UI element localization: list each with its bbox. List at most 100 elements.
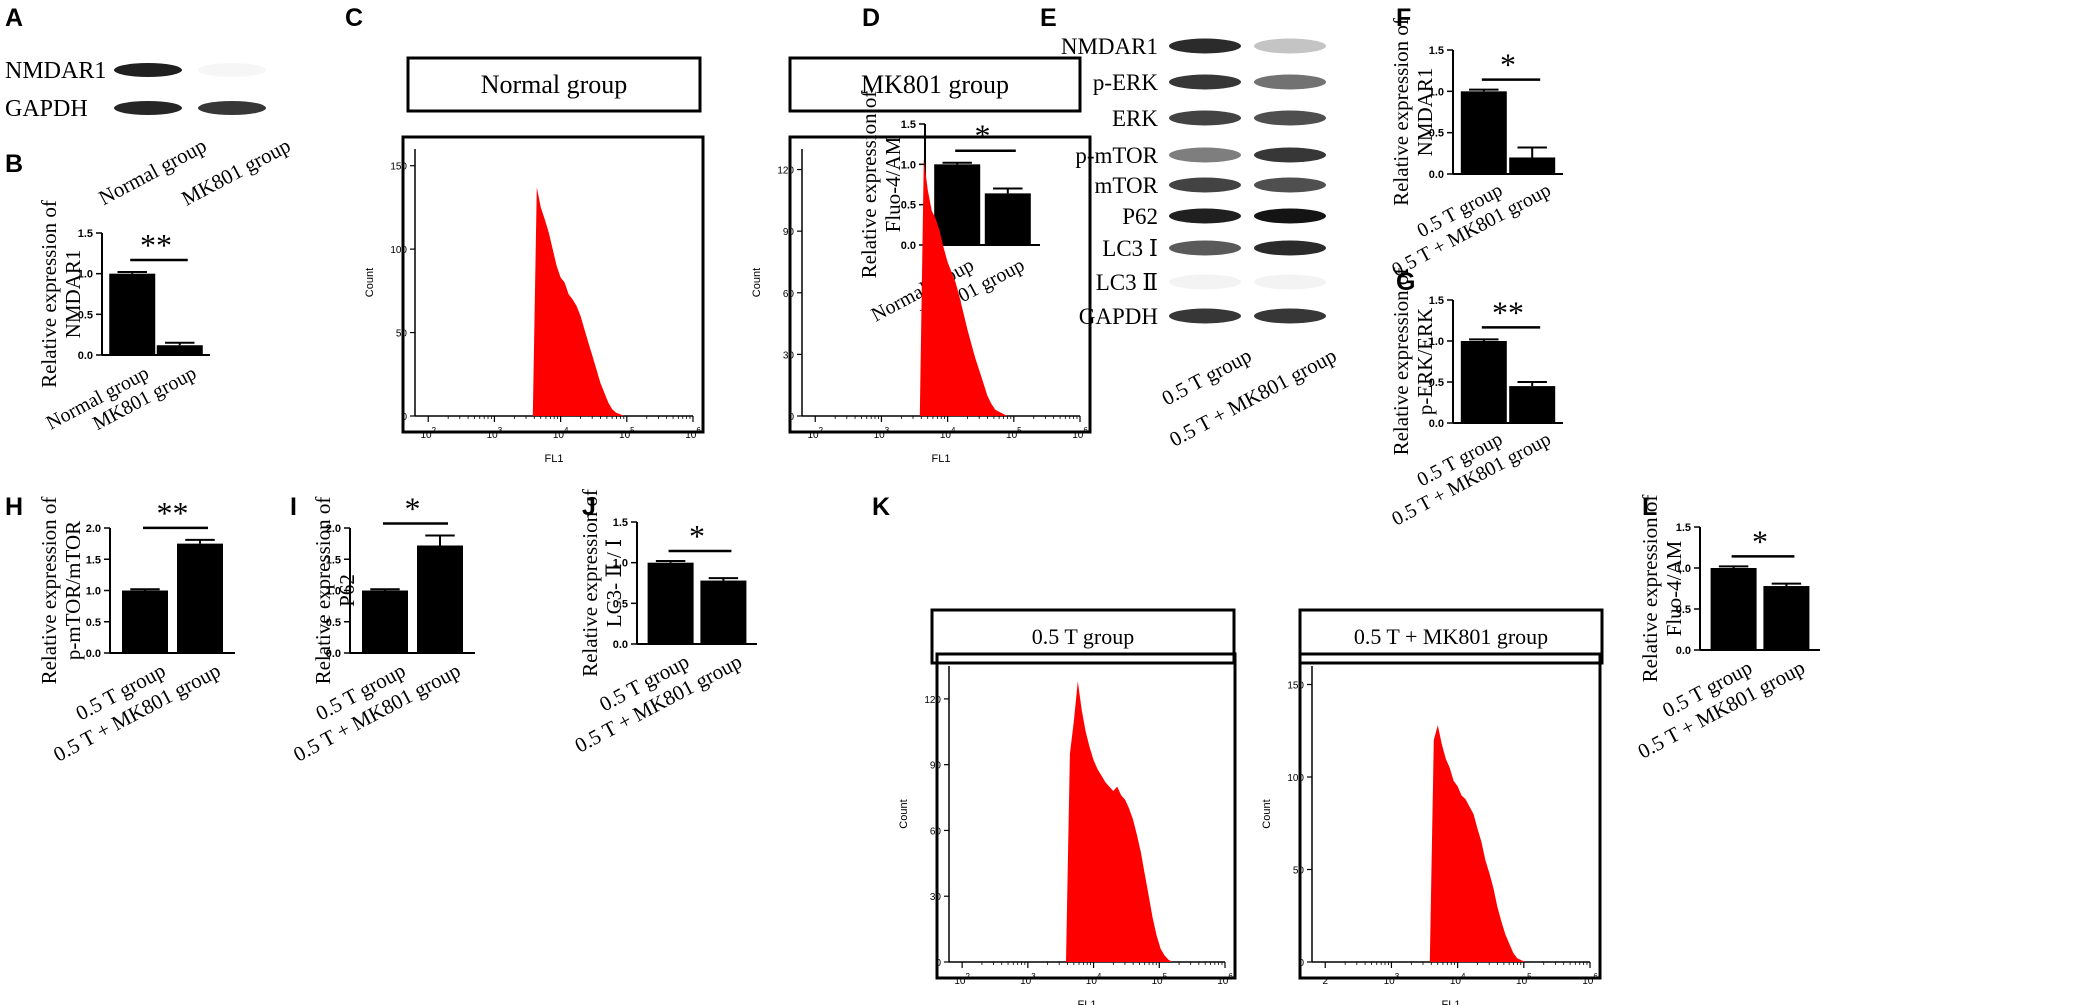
blot-row-label: NMDAR1 bbox=[5, 58, 106, 84]
y-tick-label: 0 bbox=[1298, 958, 1304, 969]
panel-letter-G: G bbox=[1396, 268, 1415, 296]
y-tick-label: 120 bbox=[777, 166, 794, 177]
significance-marker: * bbox=[1752, 523, 1768, 559]
bar-0 bbox=[109, 273, 156, 355]
significance-marker: * bbox=[689, 518, 705, 554]
x-axis-label: FL1 bbox=[932, 453, 951, 465]
x-tick-base: 10 bbox=[1516, 976, 1528, 987]
y-tick-label: 1.5 bbox=[1429, 45, 1444, 57]
x-tick-exponent: 5 bbox=[630, 426, 635, 435]
y-tick-label: 2.0 bbox=[326, 523, 341, 535]
y-tick-label: 60 bbox=[930, 826, 942, 837]
x-tick-exponent: 5 bbox=[1527, 972, 1532, 981]
blot-band bbox=[1169, 74, 1241, 90]
x-tick-exponent: 6 bbox=[1228, 972, 1233, 981]
y-tick-label: 0.5 bbox=[1676, 604, 1691, 616]
blot-band bbox=[1254, 274, 1326, 290]
panel-letter-L: L bbox=[1642, 493, 1657, 521]
y-tick-label: 0.5 bbox=[1429, 128, 1444, 140]
x-tick-exponent: 3 bbox=[1031, 972, 1036, 981]
x-tick-exponent: 5 bbox=[1163, 972, 1168, 981]
x-tick-exponent: 6 bbox=[1593, 972, 1598, 981]
x-tick-exponent: 4 bbox=[1097, 972, 1102, 981]
y-axis-label: p-ERK/ERK bbox=[1413, 308, 1437, 415]
bar-0 bbox=[122, 590, 168, 653]
y-tick-label: 0.0 bbox=[613, 639, 628, 651]
bar-0 bbox=[1460, 91, 1507, 174]
y-tick-label: 30 bbox=[783, 350, 795, 361]
plot-frame bbox=[935, 652, 1237, 980]
x-tick-label: 105 bbox=[1516, 972, 1532, 987]
blot-row-label: p-ERK bbox=[1093, 70, 1159, 95]
significance-marker: ** bbox=[1492, 294, 1524, 330]
x-tick-label: 105 bbox=[1151, 972, 1167, 987]
panel-letter-J: J bbox=[582, 493, 596, 521]
y-tick-label: 0.0 bbox=[1429, 169, 1444, 181]
x-tick-base: 10 bbox=[685, 430, 697, 441]
blot-row-label: mTOR bbox=[1095, 173, 1159, 198]
y-axis-label: Relative expression of bbox=[37, 497, 61, 685]
blot-band bbox=[1254, 240, 1326, 256]
y-tick-label: 0.0 bbox=[1676, 645, 1691, 657]
x-tick-label: 105 bbox=[619, 426, 635, 441]
blot-band bbox=[1169, 308, 1241, 324]
y-tick-label: 0 bbox=[788, 412, 794, 423]
y-tick-label: 0.0 bbox=[326, 648, 341, 660]
bar-0 bbox=[1710, 568, 1757, 650]
y-axis-label: Relative expression of bbox=[311, 497, 335, 685]
histogram-area bbox=[919, 159, 1016, 417]
x-tick-base: 10 bbox=[1384, 976, 1396, 987]
bar-0 bbox=[362, 590, 408, 653]
y-tick-label: 1.5 bbox=[1429, 295, 1444, 307]
x-tick-base: 10 bbox=[1086, 976, 1098, 987]
histogram-title: 0.5 T group bbox=[1032, 624, 1134, 649]
title-box bbox=[788, 56, 1082, 113]
blot-row-label: GAPDH bbox=[1079, 304, 1158, 329]
x-tick-label: 106 bbox=[685, 426, 701, 441]
significance-marker: * bbox=[405, 491, 421, 527]
x-tick-label: 106 bbox=[1217, 972, 1233, 987]
blot-row-label: LC3 Ⅱ bbox=[1096, 270, 1158, 295]
y-tick-label: 1.5 bbox=[326, 554, 341, 566]
blot-band bbox=[1169, 208, 1241, 224]
y-axis-label: P62 bbox=[335, 574, 359, 607]
y-axis-label: Count bbox=[1261, 799, 1273, 828]
blot-band bbox=[1169, 38, 1241, 54]
x-tick-exponent: 2 bbox=[965, 972, 970, 981]
histogram-title: Normal group bbox=[481, 70, 628, 99]
y-axis-label: NMDAR1 bbox=[1413, 68, 1437, 157]
x-tick-base: 10 bbox=[1217, 976, 1229, 987]
y-tick-label: 0.5 bbox=[901, 200, 916, 212]
blot-band bbox=[1254, 110, 1326, 126]
y-tick-label: 1.0 bbox=[1676, 563, 1691, 575]
title-box bbox=[406, 56, 702, 113]
y-tick-label: 1.0 bbox=[1429, 336, 1444, 348]
y-tick-label: 90 bbox=[930, 761, 942, 772]
y-tick-label: 0.0 bbox=[86, 648, 101, 660]
panel-letter-D: D bbox=[862, 4, 880, 32]
plot-frame bbox=[401, 135, 705, 434]
x-tick-base: 2 bbox=[1322, 976, 1328, 987]
y-tick-label: 150 bbox=[1287, 681, 1304, 692]
x-axis-label: FL1 bbox=[1078, 999, 1097, 1005]
y-tick-label: 60 bbox=[783, 289, 795, 300]
x-axis-label: FL1 bbox=[545, 453, 564, 465]
x-tick-label: 102 bbox=[807, 426, 823, 441]
y-tick-label: 2.0 bbox=[86, 523, 101, 535]
y-tick-label: 0.0 bbox=[78, 350, 93, 362]
y-tick-label: 0.5 bbox=[326, 617, 341, 629]
blot-row-label: p-mTOR bbox=[1075, 143, 1158, 168]
y-axis-label: Relative expression of bbox=[578, 489, 602, 677]
panel-letter-F: F bbox=[1396, 4, 1411, 32]
x-tick-label: 103 bbox=[1020, 972, 1036, 987]
blot-band bbox=[1169, 110, 1241, 126]
x-tick-exponent: 2 bbox=[819, 426, 824, 435]
bar-1 bbox=[156, 345, 203, 355]
histogram-area bbox=[1065, 681, 1173, 962]
y-axis-label: LC3- Ⅱ / Ⅰ bbox=[602, 539, 626, 627]
y-axis-label: Relative expression of bbox=[1389, 268, 1413, 456]
